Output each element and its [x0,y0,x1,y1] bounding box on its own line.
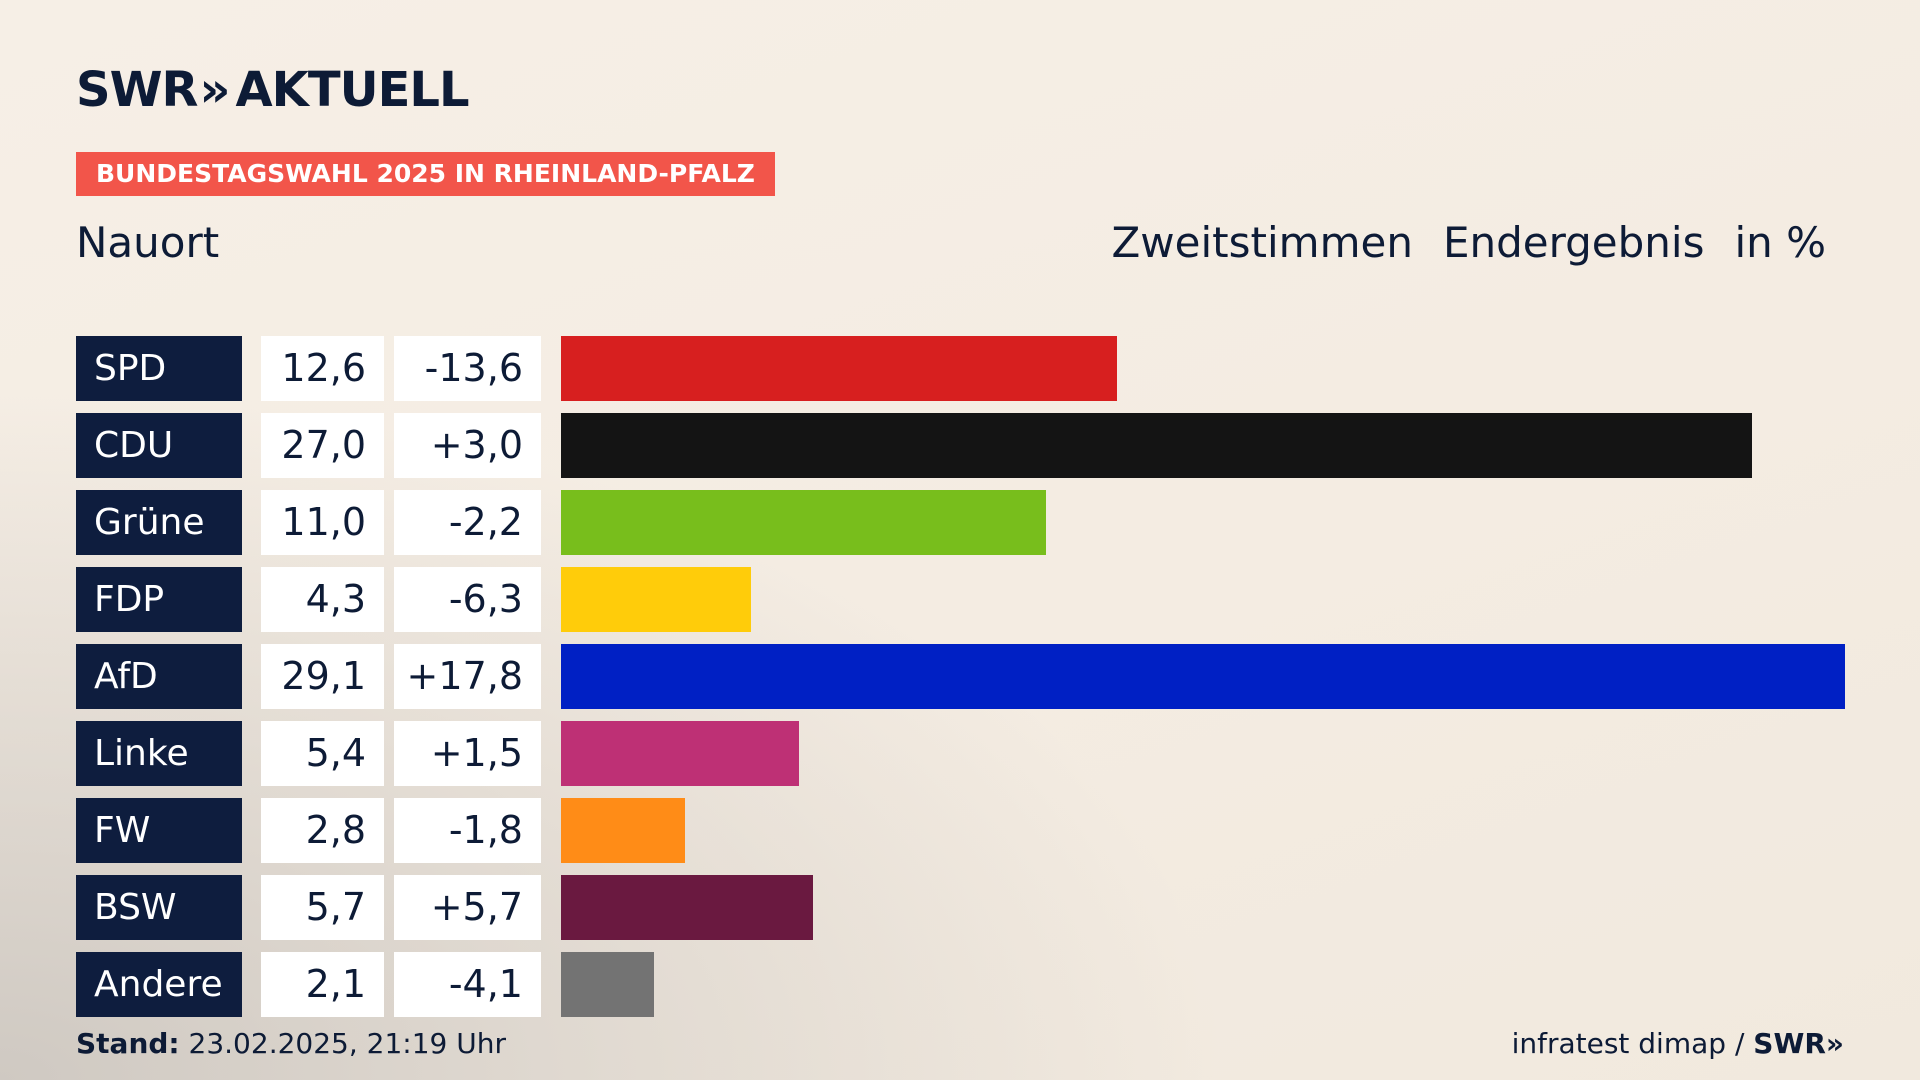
result-bar [561,490,1046,555]
result-bar [561,413,1752,478]
party-label: FDP [76,567,242,632]
party-label: BSW [76,875,242,940]
result-bar [561,644,1845,709]
vote-change-value: +17,8 [394,644,541,709]
vote-share-value: 2,8 [261,798,384,863]
vote-change-value: -6,3 [394,567,541,632]
party-label: Grüne [76,490,242,555]
source-credit: infratest dimap / SWR» [1512,1030,1844,1058]
stand-value: 23.02.2025, 21:19 Uhr [188,1027,506,1060]
party-row: FW 2,8 -1,8 [76,798,1846,863]
vote-share-value: 4,3 [261,567,384,632]
vote-change-value: -2,2 [394,490,541,555]
source-text: infratest dimap / [1511,1027,1745,1060]
vote-share-value: 12,6 [261,336,384,401]
party-label: FW [76,798,242,863]
party-label: AfD [76,644,242,709]
party-label: Andere [76,952,242,1017]
vote-change-value: +1,5 [394,721,541,786]
chart-header: Zweitstimmen Endergebnis in % [1082,222,1826,264]
vote-share-value: 29,1 [261,644,384,709]
party-row: AfD 29,1 +17,8 [76,644,1846,709]
party-row: Linke 5,4 +1,5 [76,721,1846,786]
party-label: CDU [76,413,242,478]
election-tag: BUNDESTAGSWAHL 2025 IN RHEINLAND-PFALZ [76,152,775,196]
vote-change-value: +3,0 [394,413,541,478]
party-row: SPD 12,6 -13,6 [76,336,1846,401]
vote-share-value: 5,7 [261,875,384,940]
logo-main: SWR [76,62,198,118]
vote-change-value: -13,6 [394,336,541,401]
vote-share-value: 27,0 [261,413,384,478]
vote-change-value: -4,1 [394,952,541,1017]
swr-aktuell-logo: SWR» AKTUELL [76,66,470,114]
vote-share-value: 11,0 [261,490,384,555]
unit-label: in % [1734,218,1826,267]
vote-change-value: +5,7 [394,875,541,940]
party-row: Andere 2,1 -4,1 [76,952,1846,1017]
vote-change-value: -1,8 [394,798,541,863]
party-row: Grüne 11,0 -2,2 [76,490,1846,555]
vote-type-label: Zweitstimmen [1111,218,1413,267]
logo-arrows-icon: » [199,62,230,118]
result-bar [561,952,654,1017]
result-bar [561,875,813,940]
place-title: Nauort [76,218,220,267]
timestamp: Stand: 23.02.2025, 21:19 Uhr [76,1030,506,1058]
party-row: FDP 4,3 -6,3 [76,567,1846,632]
result-bar [561,336,1117,401]
party-row: CDU 27,0 +3,0 [76,413,1846,478]
party-row: BSW 5,7 +5,7 [76,875,1846,940]
logo-sub: AKTUELL [235,62,470,118]
swr-mini-logo: SWR» [1753,1027,1844,1060]
party-label: SPD [76,336,242,401]
vote-share-value: 5,4 [261,721,384,786]
result-bar [561,721,799,786]
vote-share-value: 2,1 [261,952,384,1017]
party-label: Linke [76,721,242,786]
result-bar [561,798,685,863]
result-bar [561,567,751,632]
result-type-label: Endergebnis [1442,218,1705,267]
stand-label: Stand: [76,1027,180,1060]
